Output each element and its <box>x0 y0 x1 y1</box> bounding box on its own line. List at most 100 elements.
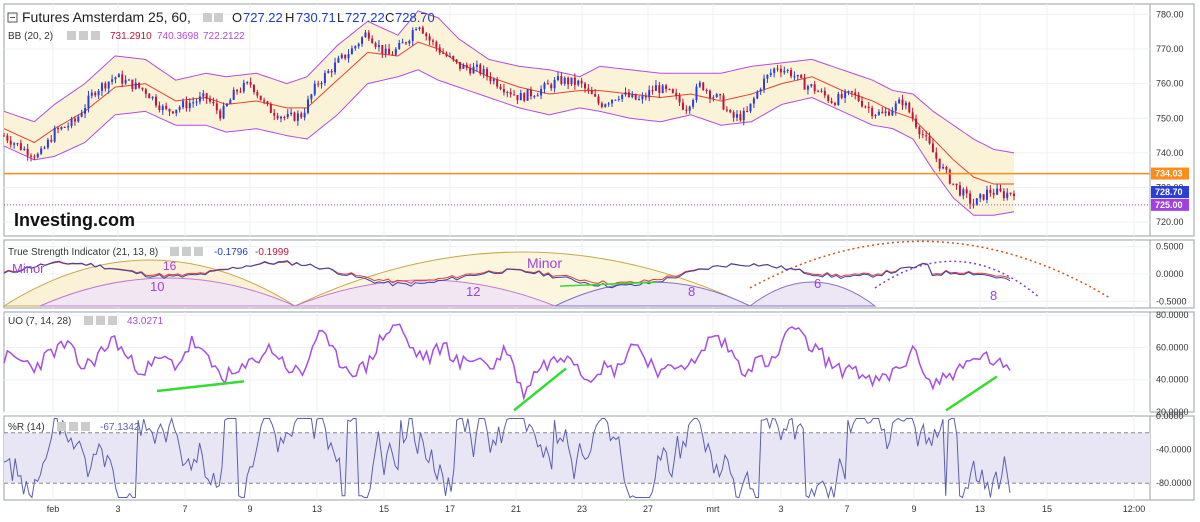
wr-value-1: -67.1342 <box>100 422 140 433</box>
wr-close-icon[interactable] <box>81 422 90 431</box>
candle-body <box>502 89 505 93</box>
williams-r-pane[interactable]: 0.0000 -40.0000 -80.0000 <box>3 411 1192 500</box>
candle-body <box>496 79 499 87</box>
candle-body <box>847 91 850 93</box>
candle-body <box>796 74 799 77</box>
x-tick-label: 15 <box>379 504 389 514</box>
price-pane[interactable]: 720.00730.00740.00750.00760.00770.00780.… <box>3 9 1189 227</box>
candle-body <box>90 92 93 96</box>
price-tag-box <box>1151 186 1189 199</box>
candle-body <box>671 89 674 93</box>
bb-eye-icon[interactable] <box>67 31 76 40</box>
candle-body <box>337 58 340 63</box>
candle-body <box>550 84 553 89</box>
candle-body <box>232 89 235 100</box>
candle-body <box>415 28 418 31</box>
candle-body <box>904 102 907 106</box>
x-tick-label: 7 <box>182 504 187 514</box>
candle-body <box>945 166 948 170</box>
candle-body <box>891 110 894 116</box>
candle-body <box>104 83 107 89</box>
candle-body <box>344 54 347 59</box>
tsi-value-1: -0.1796 <box>214 247 248 258</box>
candle-body <box>823 90 826 96</box>
candle-body <box>401 42 404 44</box>
uo-y-tick-label: 40.0000 <box>1156 375 1189 385</box>
candle-body <box>486 68 489 77</box>
candle-body <box>702 82 705 90</box>
candle-body <box>584 83 587 89</box>
candle-body <box>942 166 945 169</box>
tsi-settings-icon[interactable] <box>182 247 191 256</box>
candle-body <box>165 105 168 109</box>
candle-body <box>817 91 820 93</box>
candle-body <box>803 77 806 90</box>
candle-body <box>431 40 434 42</box>
open-label: O <box>232 10 242 25</box>
x-tick-label: 13 <box>312 504 322 514</box>
uo-line <box>3 323 1011 402</box>
settings-icon[interactable] <box>214 13 223 22</box>
candle-body <box>746 110 749 112</box>
candle-body <box>367 32 370 39</box>
uo-y-tick-label: 60.0000 <box>1156 342 1189 352</box>
candle-body <box>763 78 766 90</box>
cycle-annotation: 10 <box>150 279 164 294</box>
candle-body <box>263 100 266 102</box>
candle-body <box>523 93 526 101</box>
bb-close-icon[interactable] <box>91 31 100 40</box>
candle-body <box>73 118 76 122</box>
candle-body <box>894 103 897 111</box>
tsi-close-icon[interactable] <box>194 247 203 256</box>
candle-body <box>158 105 161 111</box>
cycle-annotation: 12 <box>466 284 480 299</box>
candle-body <box>374 43 377 47</box>
uo-eye-icon[interactable] <box>84 316 93 325</box>
candle-body <box>567 77 570 85</box>
candle-body <box>222 105 225 119</box>
candle-body <box>246 82 249 84</box>
candle-body <box>546 83 549 85</box>
uo-settings-icon[interactable] <box>96 316 105 325</box>
candle-body <box>256 91 259 96</box>
candle-body <box>296 113 299 121</box>
candle-body <box>43 147 46 149</box>
uo-y-tick-label: 80.0000 <box>1156 310 1189 320</box>
candle-body <box>624 92 627 95</box>
wr-y-tick-label: 0.0000 <box>1156 411 1184 421</box>
cycle-annotation: 8 <box>688 284 695 299</box>
cycle-annotation: Minor <box>527 255 562 271</box>
wr-settings-icon[interactable] <box>69 422 78 431</box>
candle-body <box>779 68 782 73</box>
tsi-eye-icon[interactable] <box>170 247 179 256</box>
uo-close-icon[interactable] <box>108 316 117 325</box>
candle-body <box>881 111 884 114</box>
tsi-pane[interactable]: 0.5000 0.0000 -0.5000 Minor 16 10 12 Minor 8 6 8 <box>2 240 1187 307</box>
candle-body <box>202 93 205 97</box>
candle-body <box>790 70 793 77</box>
candle-body <box>479 64 482 74</box>
candle-body <box>320 82 323 85</box>
wr-eye-icon[interactable] <box>57 422 66 431</box>
header-buttons[interactable] <box>203 13 223 22</box>
candle-body <box>756 91 759 99</box>
candle-body <box>77 116 80 122</box>
price-header: Futures Amsterdam 25, 60, O 727.22 H 730… <box>7 9 435 230</box>
candle-body <box>928 136 931 144</box>
candle-body <box>117 74 120 78</box>
candle-body <box>283 116 286 118</box>
uo-pane[interactable]: 80.0000 60.0000 40.0000 20.0000 <box>3 310 1189 417</box>
candle-body <box>648 90 651 98</box>
candle-body <box>844 91 847 98</box>
wr-header: %R (14) -67.1342 <box>8 422 140 433</box>
candle-body <box>3 135 5 137</box>
bb-settings-icon[interactable] <box>79 31 88 40</box>
collapse-icon[interactable] <box>7 12 18 23</box>
candle-body <box>665 85 668 89</box>
candle-body <box>394 49 397 55</box>
candle-body <box>1002 191 1005 199</box>
candle-body <box>273 112 276 116</box>
candle-body <box>786 70 789 72</box>
y-tick-label: 780.00 <box>1156 9 1184 19</box>
eye-icon[interactable] <box>203 13 212 22</box>
